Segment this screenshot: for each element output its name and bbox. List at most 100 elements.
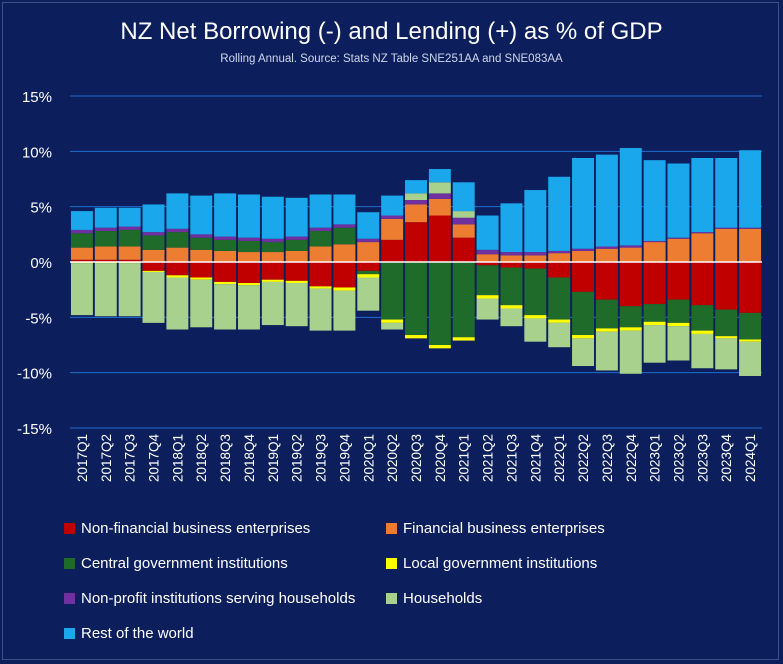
bar-segment bbox=[94, 231, 117, 247]
bar-segment bbox=[739, 312, 762, 340]
x-tick-label: 2023Q4 bbox=[719, 434, 734, 483]
bar-segment bbox=[190, 262, 213, 278]
bar-segment bbox=[715, 262, 738, 310]
legend-item: Non-financial business enterprises bbox=[64, 520, 310, 537]
legend-swatch bbox=[386, 523, 397, 534]
bar-segment bbox=[500, 262, 523, 268]
y-tick-label: -5% bbox=[25, 310, 52, 327]
bar-segment bbox=[237, 237, 260, 241]
bar-segment bbox=[261, 279, 284, 282]
bar-segment bbox=[357, 270, 380, 275]
bar-segment bbox=[261, 242, 284, 253]
bar-segment bbox=[381, 239, 404, 262]
legend-label: Rest of the world bbox=[81, 625, 194, 642]
bar-segment bbox=[691, 305, 714, 331]
legend-swatch bbox=[386, 593, 397, 604]
bar-segment bbox=[595, 248, 618, 262]
x-tick-label: 2022Q2 bbox=[576, 434, 591, 482]
bar-segment bbox=[261, 262, 284, 280]
bar-segment bbox=[190, 249, 213, 262]
bar-segment bbox=[500, 255, 523, 262]
bar-segment bbox=[452, 237, 475, 262]
bar-segment bbox=[381, 215, 404, 219]
bar-segment bbox=[190, 234, 213, 238]
bar-segment bbox=[94, 227, 117, 232]
y-tick-label: 5% bbox=[30, 200, 52, 217]
bar-segment bbox=[428, 262, 451, 345]
bar-segment bbox=[548, 322, 571, 348]
bar-segment bbox=[142, 262, 165, 271]
bar-segment bbox=[214, 239, 237, 251]
legend-item: Financial business enterprises bbox=[386, 520, 605, 537]
bar-segment bbox=[214, 284, 237, 330]
bar-segment bbox=[428, 169, 451, 183]
bar-segment bbox=[524, 190, 547, 253]
bar-segment bbox=[405, 200, 427, 205]
bar-segment bbox=[428, 193, 451, 199]
bar-segment bbox=[381, 195, 404, 216]
legend-label: Central government institutions bbox=[81, 555, 288, 572]
bar-segment bbox=[500, 308, 523, 327]
x-tick-label: 2017Q4 bbox=[147, 434, 162, 483]
bar-segment bbox=[691, 232, 714, 234]
bar-segment bbox=[309, 194, 332, 228]
bar-segment bbox=[166, 277, 189, 330]
x-tick-label: 2017Q1 bbox=[75, 434, 90, 482]
y-tick-label: -15% bbox=[17, 421, 52, 438]
bar-segment bbox=[667, 262, 690, 300]
legend-swatch bbox=[64, 558, 75, 569]
bar-segment bbox=[667, 326, 690, 361]
bar-segment bbox=[261, 252, 284, 262]
bar-segment bbox=[214, 236, 237, 240]
bar-segment bbox=[452, 182, 475, 212]
bar-segment bbox=[500, 252, 523, 256]
bar-segment bbox=[166, 193, 189, 229]
bar-segment bbox=[309, 262, 332, 287]
x-tick-label: 2018Q2 bbox=[194, 434, 209, 482]
bar-segment bbox=[572, 335, 595, 339]
bar-segment bbox=[142, 271, 165, 323]
bar-segment bbox=[476, 254, 499, 262]
x-tick-label: 2019Q4 bbox=[337, 434, 352, 483]
bar-segment bbox=[70, 229, 93, 234]
bar-segment bbox=[548, 319, 571, 323]
bar-segment bbox=[357, 274, 380, 278]
bar-segment bbox=[285, 250, 308, 262]
bar-segment bbox=[94, 207, 117, 228]
bar-segment bbox=[691, 330, 714, 334]
bar-segment bbox=[405, 262, 427, 336]
x-tick-label: 2021Q1 bbox=[457, 434, 472, 482]
x-tick-label: 2017Q3 bbox=[123, 434, 138, 482]
bar-segment bbox=[70, 263, 93, 316]
bar-segment bbox=[166, 228, 189, 233]
bar-segment bbox=[214, 281, 237, 285]
bar-segment bbox=[381, 319, 404, 323]
bar-segment bbox=[595, 331, 618, 371]
chart-subtitle: Rolling Annual. Source: Stats NZ Table S… bbox=[220, 53, 563, 65]
bar-segment bbox=[452, 217, 475, 225]
bar-segment bbox=[214, 193, 237, 237]
bar-segment bbox=[261, 281, 284, 326]
bar-segment bbox=[118, 259, 141, 262]
x-tick-label: 2020Q1 bbox=[361, 434, 376, 482]
bar-segment bbox=[70, 233, 93, 248]
legend-label: Non-financial business enterprises bbox=[81, 520, 311, 537]
bar-segment bbox=[476, 249, 499, 255]
bar-segment bbox=[166, 262, 189, 276]
bar-segment bbox=[548, 176, 571, 251]
bar-segment bbox=[70, 247, 93, 260]
bar-segment bbox=[333, 290, 356, 331]
legend-label: Local government institutions bbox=[403, 555, 598, 572]
bar-segment bbox=[595, 246, 618, 249]
bar-segment bbox=[548, 277, 571, 320]
bar-segment bbox=[285, 262, 308, 281]
x-tick-label: 2017Q2 bbox=[99, 434, 114, 482]
x-tick-label: 2023Q1 bbox=[648, 434, 663, 482]
bar-segment bbox=[166, 247, 189, 262]
x-tick-label: 2022Q4 bbox=[624, 434, 639, 483]
bar-segment bbox=[190, 277, 213, 280]
x-tick-label: 2023Q2 bbox=[671, 434, 686, 482]
bar-segment bbox=[619, 245, 642, 248]
bar-segment bbox=[667, 322, 690, 327]
